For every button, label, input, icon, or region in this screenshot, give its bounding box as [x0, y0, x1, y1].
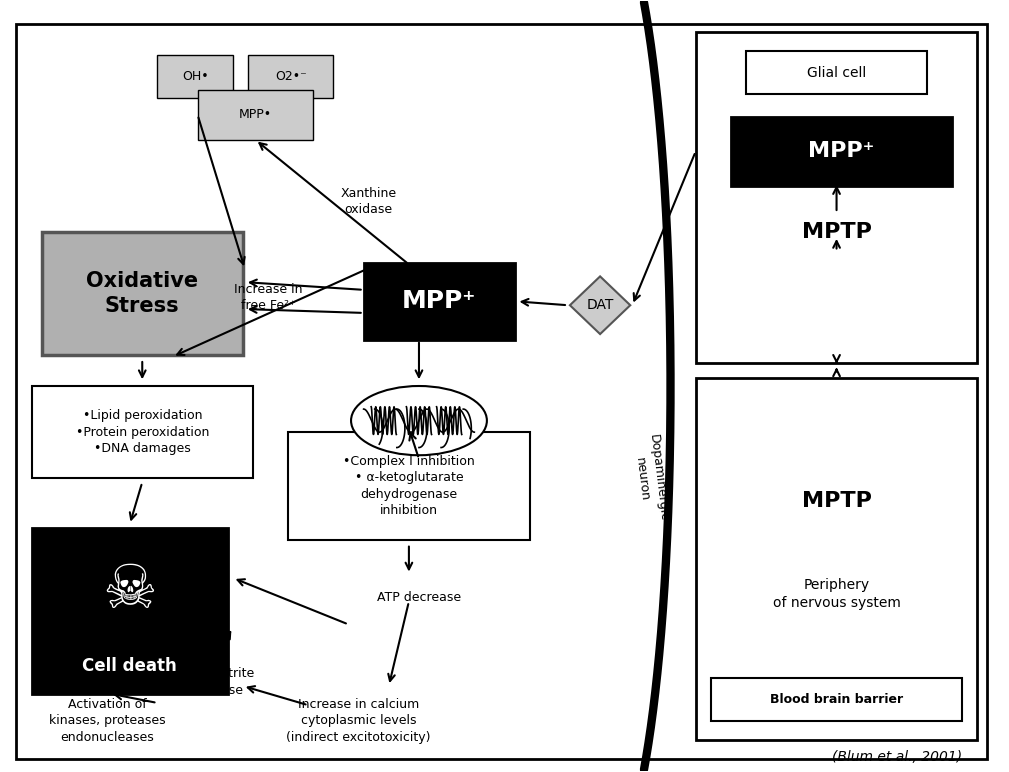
Text: Glial cell: Glial cell [807, 66, 866, 80]
Text: Increase in calcium
cytoplasmic levels
(indirect excitotoxicity): Increase in calcium cytoplasmic levels (… [287, 698, 431, 743]
Text: Peroxinitrite
increase: Peroxinitrite increase [180, 668, 255, 697]
Text: MPP•: MPP• [239, 108, 272, 121]
Polygon shape [570, 276, 631, 334]
Text: Cell death: Cell death [83, 656, 177, 675]
Text: Blood brain barrier: Blood brain barrier [770, 693, 903, 706]
Ellipse shape [351, 386, 487, 455]
Text: MPP⁺: MPP⁺ [402, 290, 476, 313]
FancyBboxPatch shape [731, 117, 952, 186]
Text: Periphery
of nervous system: Periphery of nervous system [773, 577, 900, 610]
FancyBboxPatch shape [710, 679, 963, 720]
FancyBboxPatch shape [198, 90, 314, 140]
Text: O2•⁻: O2•⁻ [274, 70, 307, 83]
Text: (Blum et al., 2001): (Blum et al., 2001) [831, 750, 962, 764]
Text: •Lipid peroxidation
•Protein peroxidation
•DNA damages: •Lipid peroxidation •Protein peroxidatio… [76, 409, 209, 455]
Text: •Complex I inhibition
• α-ketoglutarate
dehydrogenase
inhibition: •Complex I inhibition • α-ketoglutarate … [343, 455, 475, 517]
Text: MPP⁺: MPP⁺ [808, 141, 875, 161]
FancyBboxPatch shape [695, 32, 978, 363]
FancyBboxPatch shape [31, 386, 253, 479]
Text: DAT: DAT [586, 298, 613, 312]
Text: Xanthine
oxidase: Xanthine oxidase [341, 187, 397, 216]
FancyBboxPatch shape [695, 378, 978, 740]
FancyBboxPatch shape [31, 528, 228, 694]
Text: Activation of
kinases, proteases
endonucleases: Activation of kinases, proteases endonuc… [48, 698, 165, 743]
Text: Dopaminergic
neuron: Dopaminergic neuron [631, 433, 670, 523]
Text: OH•: OH• [182, 70, 209, 83]
FancyBboxPatch shape [16, 25, 988, 759]
Text: ATP decrease: ATP decrease [377, 591, 461, 604]
Text: MPTP: MPTP [801, 492, 872, 511]
FancyBboxPatch shape [746, 52, 927, 93]
FancyBboxPatch shape [289, 432, 530, 540]
FancyBboxPatch shape [41, 232, 243, 355]
Text: ☠: ☠ [102, 562, 157, 621]
Text: MPTP: MPTP [801, 222, 872, 242]
Text: Increase in
free Fe²⁺: Increase in free Fe²⁺ [234, 283, 303, 313]
Text: MAO: MAO [820, 160, 853, 174]
FancyBboxPatch shape [157, 56, 233, 97]
FancyBboxPatch shape [248, 56, 333, 97]
Text: Oxidative
Stress: Oxidative Stress [86, 271, 199, 317]
FancyBboxPatch shape [363, 263, 515, 340]
